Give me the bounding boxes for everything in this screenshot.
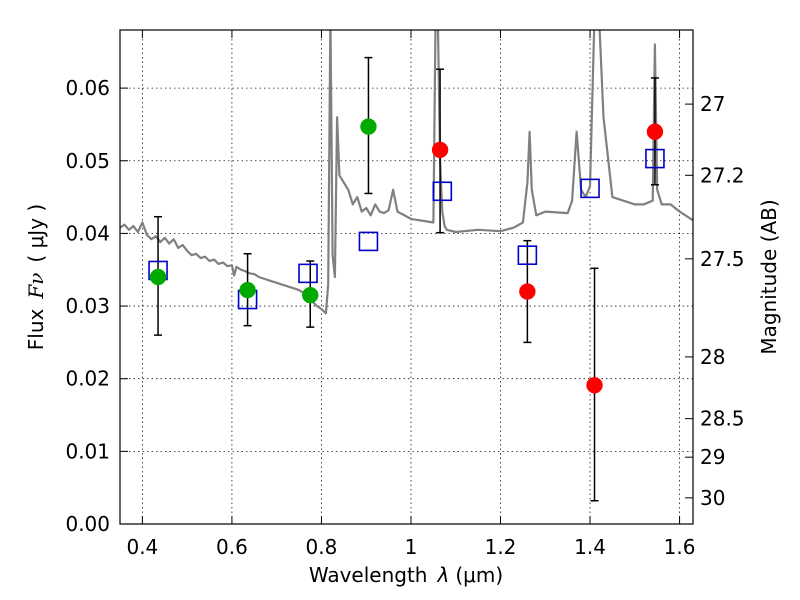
red-data-point [586, 376, 603, 394]
y-tick-label: 0.04 [65, 221, 110, 245]
ticks: 0.4 0.6 0.8 1 1.2 1.4 1.6 0.00 0.01 0.02 0.03 0.04 0… [65, 30, 745, 559]
axes-frame [119, 29, 694, 525]
y-tick-label: 0.02 [65, 367, 110, 391]
green-data-point [360, 118, 377, 135]
y2-tick-label: 27.2 [700, 163, 745, 187]
model-square-point [517, 245, 538, 266]
y-tick-label: 0.03 [65, 294, 110, 318]
y2-axis-label: Magnitude (AB) [757, 199, 781, 354]
y-tick-label: 0.01 [65, 439, 110, 463]
y2-tick-label: 29 [700, 445, 725, 469]
y2-tick-label: 27.5 [700, 247, 745, 271]
x-tick-label: 1.4 [574, 535, 606, 559]
y2-tick-label: 27 [700, 92, 725, 116]
y-tick-label: 0.05 [65, 149, 110, 173]
x-tick-label: 1 [405, 535, 418, 559]
model-square-point [298, 263, 318, 284]
y-axis-label: FluxFν( μJy ) [24, 204, 48, 350]
green-data-point [149, 268, 167, 286]
plot-area [120, 30, 693, 502]
x-tick-label: 0.4 [126, 535, 158, 559]
model-square-point [645, 148, 665, 169]
x-tick-label: 1.6 [664, 535, 696, 559]
y-tick-label: 0.06 [65, 76, 110, 100]
y2-tick-label: 28 [700, 345, 725, 369]
x-tick-label: 0.6 [216, 535, 248, 559]
red-data-point [646, 123, 664, 140]
y2-tick-label: 30 [700, 486, 725, 510]
spectrum-line [120, 30, 693, 315]
green-data-point [239, 281, 256, 299]
red-data-point [431, 141, 449, 159]
y2-tick-label: 28.5 [700, 407, 745, 431]
model-square-point [432, 181, 453, 202]
y-tick-label: 0.00 [65, 512, 110, 536]
green-data-point [302, 286, 319, 304]
model-square-point [580, 178, 600, 199]
x-axis-label: Wavelength λ (μm) [309, 563, 503, 587]
x-tick-label: 1.2 [485, 535, 517, 559]
red-data-point [519, 283, 536, 300]
x-tick-label: 0.8 [306, 535, 338, 559]
model-square-point [358, 231, 379, 252]
